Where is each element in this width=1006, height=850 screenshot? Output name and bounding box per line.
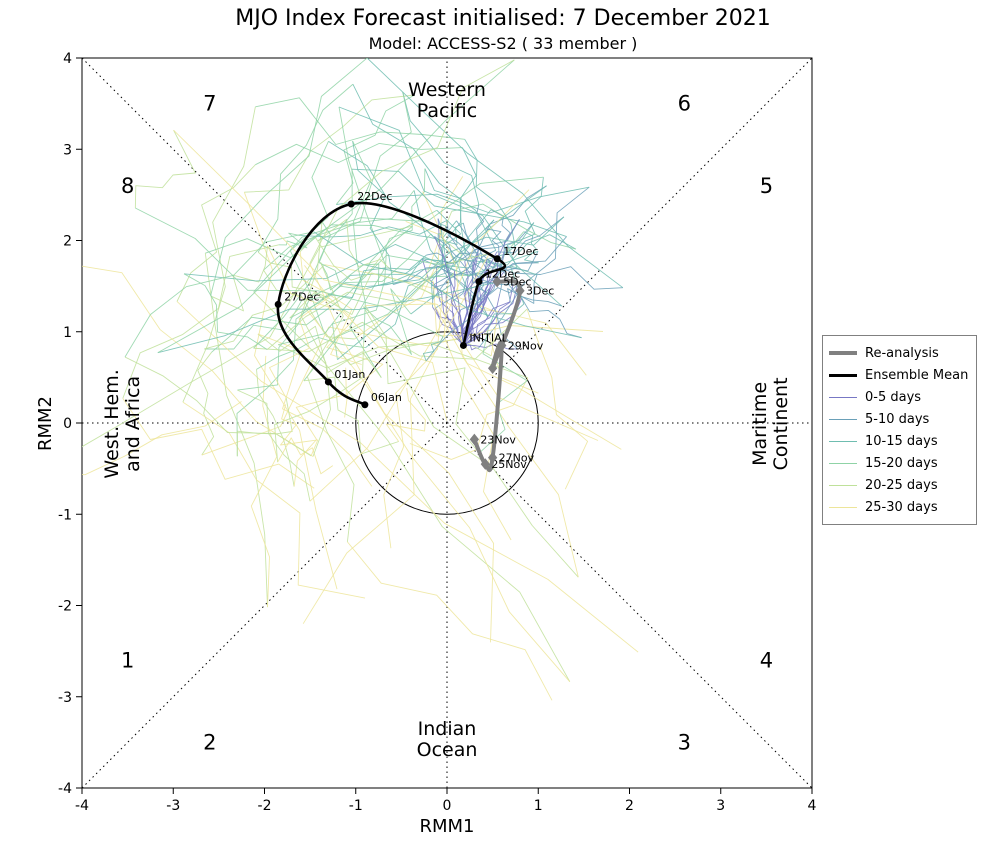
svg-text:2: 2 [625, 798, 634, 814]
svg-text:-4: -4 [75, 798, 89, 814]
legend-label: 15-20 days [865, 456, 938, 471]
region-right-line2: Continent [770, 377, 792, 470]
svg-text:0: 0 [443, 798, 452, 814]
legend-swatch [829, 351, 857, 355]
region-top-line1: Western [408, 79, 486, 101]
legend-swatch [829, 419, 857, 420]
legend-item: 5-10 days [829, 408, 968, 430]
svg-text:-4: -4 [58, 781, 72, 797]
svg-text:29Nov: 29Nov [508, 339, 544, 352]
svg-text:06Jan: 06Jan [371, 391, 402, 404]
legend-label: Re-analysis [865, 346, 939, 361]
svg-text:-2: -2 [258, 798, 272, 814]
legend-item: 20-25 days [829, 474, 968, 496]
svg-text:12Dec: 12Dec [485, 268, 520, 281]
legend-label: 20-25 days [865, 478, 938, 493]
legend-item: 0-5 days [829, 386, 968, 408]
svg-text:23Nov: 23Nov [480, 433, 516, 446]
legend-item: 15-20 days [829, 452, 968, 474]
svg-text:0: 0 [63, 416, 72, 432]
legend: Re-analysis Ensemble Mean 0-5 days 5-10 … [822, 335, 977, 525]
svg-text:4: 4 [63, 51, 72, 67]
region-bottom-line1: Indian [418, 718, 477, 740]
svg-text:-3: -3 [58, 690, 72, 706]
svg-text:3: 3 [63, 142, 72, 158]
region-label-bottom: Indian Ocean [367, 719, 527, 761]
legend-label: 10-15 days [865, 434, 938, 449]
svg-text:2: 2 [63, 234, 72, 250]
svg-text:22Dec: 22Dec [357, 190, 392, 203]
svg-text:3: 3 [678, 730, 691, 754]
svg-text:INITIAL: INITIAL [469, 331, 508, 344]
svg-text:3: 3 [716, 798, 725, 814]
svg-text:17Dec: 17Dec [503, 245, 538, 258]
x-axis-label: RMM1 [82, 816, 812, 837]
region-label-left: West. Hem. and Africa [102, 354, 144, 494]
region-label-right: Maritime Continent [750, 354, 792, 494]
legend-item: Re-analysis [829, 342, 968, 364]
svg-text:-1: -1 [58, 507, 72, 523]
legend-swatch [829, 397, 857, 398]
y-axis-label: RMM2 [35, 396, 56, 451]
svg-text:8: 8 [121, 174, 134, 198]
region-top-line2: Pacific [417, 100, 477, 122]
svg-text:4: 4 [760, 648, 773, 672]
legend-swatch [829, 441, 857, 442]
mjo-phase-diagram: MJO Index Forecast initialised: 7 Decemb… [0, 0, 1006, 850]
svg-text:1: 1 [121, 648, 134, 672]
svg-text:27Nov: 27Nov [499, 452, 535, 465]
legend-label: 0-5 days [865, 390, 921, 405]
svg-text:6: 6 [678, 92, 691, 116]
legend-item: 25-30 days [829, 496, 968, 518]
legend-swatch [829, 374, 857, 377]
svg-text:7: 7 [203, 92, 216, 116]
svg-text:-3: -3 [166, 798, 180, 814]
legend-label: Ensemble Mean [865, 368, 968, 383]
svg-text:27Dec: 27Dec [284, 290, 319, 303]
svg-text:1: 1 [534, 798, 543, 814]
svg-text:4: 4 [808, 798, 817, 814]
legend-swatch [829, 463, 857, 464]
svg-text:5: 5 [760, 174, 773, 198]
legend-swatch [829, 485, 857, 486]
region-left-line1: West. Hem. [101, 369, 123, 478]
legend-item: 10-15 days [829, 430, 968, 452]
svg-text:2: 2 [203, 730, 216, 754]
region-right-line1: Maritime [749, 382, 771, 466]
svg-text:01Jan: 01Jan [334, 368, 365, 381]
region-label-top: Western Pacific [367, 80, 527, 122]
legend-label: 25-30 days [865, 500, 938, 515]
svg-text:-1: -1 [349, 798, 363, 814]
legend-label: 5-10 days [865, 412, 929, 427]
legend-item: Ensemble Mean [829, 364, 968, 386]
region-left-line2: and Africa [122, 376, 144, 472]
region-bottom-line2: Ocean [417, 739, 478, 761]
svg-text:-2: -2 [58, 599, 72, 615]
legend-swatch [829, 507, 857, 508]
svg-text:1: 1 [63, 325, 72, 341]
